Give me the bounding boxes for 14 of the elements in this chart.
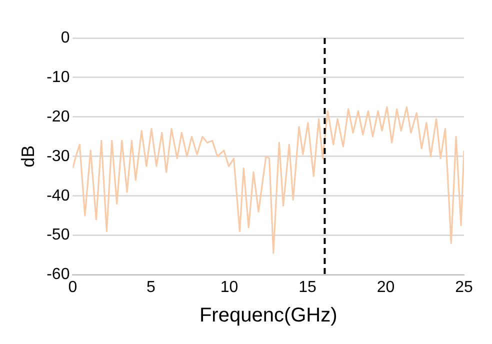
x-tick-label: 20: [376, 278, 395, 296]
x-tick-label: 25: [455, 278, 473, 296]
x-axis-title: Frequenc(GHz): [199, 304, 338, 327]
x-tick-label: 15: [298, 278, 316, 296]
y-tick-label: -50: [46, 226, 70, 244]
y-tick-label: -30: [46, 148, 70, 165]
y-tick-label: -40: [46, 187, 70, 204]
y-tick-label: -20: [46, 108, 70, 126]
y-tick-label: -60: [46, 266, 70, 284]
x-tick-label: 10: [220, 278, 238, 296]
y-axis-title: dB: [18, 145, 38, 168]
y-tick-label: -10: [46, 68, 70, 86]
y-tick-label: 0: [60, 29, 70, 46]
x-tick-label: 5: [146, 278, 156, 296]
